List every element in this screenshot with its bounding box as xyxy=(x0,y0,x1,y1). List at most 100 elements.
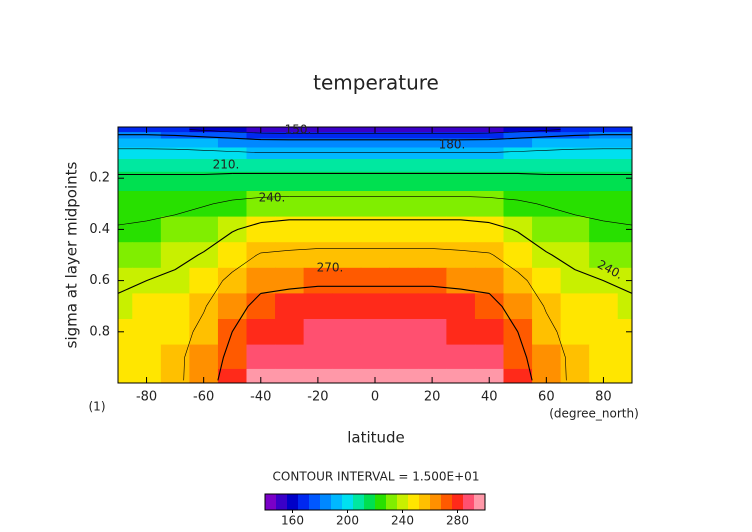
cell xyxy=(303,267,333,294)
cell xyxy=(417,242,447,269)
cell xyxy=(303,216,333,243)
cell xyxy=(360,344,390,370)
cell xyxy=(617,132,632,140)
cell xyxy=(417,132,447,140)
colorbar-box xyxy=(386,494,397,510)
cell xyxy=(360,147,390,160)
cell xyxy=(246,132,276,140)
cell xyxy=(360,242,390,269)
cell xyxy=(132,293,162,320)
colorbar-box xyxy=(474,494,485,510)
contour-interval: CONTOUR INTERVAL = 1.500E+01 xyxy=(273,470,480,484)
cell xyxy=(617,147,632,160)
cell xyxy=(275,293,305,320)
cell xyxy=(474,267,505,294)
cell xyxy=(503,147,533,160)
colorbar-box xyxy=(276,494,287,510)
cell xyxy=(389,368,419,383)
cell xyxy=(132,132,162,140)
cell xyxy=(189,267,219,294)
cell xyxy=(332,216,362,243)
cell xyxy=(360,191,390,218)
contour-line xyxy=(118,148,632,153)
contour-line xyxy=(183,248,567,381)
colorbar-tick-label: 200 xyxy=(336,514,359,528)
cell xyxy=(474,132,505,140)
cell xyxy=(503,267,533,294)
cell xyxy=(160,147,190,160)
cell xyxy=(332,171,362,192)
cell xyxy=(246,344,276,370)
cell xyxy=(189,216,219,243)
cell xyxy=(389,216,419,243)
cell xyxy=(118,191,133,218)
cell xyxy=(360,159,390,173)
field xyxy=(118,127,632,383)
cell xyxy=(446,191,476,218)
cell xyxy=(160,216,190,243)
colorbar-box xyxy=(353,494,364,510)
colorbar-box xyxy=(342,494,353,510)
cell xyxy=(246,147,276,160)
cell xyxy=(332,242,362,269)
cell xyxy=(160,138,190,149)
cell xyxy=(303,344,333,370)
cell xyxy=(246,293,276,320)
cell xyxy=(246,216,276,243)
cell xyxy=(589,368,619,383)
cell xyxy=(389,171,419,192)
cell xyxy=(617,242,632,269)
cell xyxy=(474,147,505,160)
chart-title: temperature xyxy=(313,71,439,95)
cell xyxy=(532,147,562,160)
x-tick-label: 80 xyxy=(595,390,612,405)
contour-label: 180. xyxy=(439,138,466,152)
cell xyxy=(189,171,219,192)
cell xyxy=(389,147,419,160)
x-tick-label: -40 xyxy=(250,390,271,405)
cell xyxy=(217,191,248,218)
y-tick-label: 0.2 xyxy=(89,171,110,186)
colorbar-tick-label: 160 xyxy=(281,514,304,528)
cell xyxy=(118,159,133,173)
cell xyxy=(446,368,476,383)
cell xyxy=(189,344,219,370)
cell xyxy=(503,132,533,140)
cell xyxy=(389,267,419,294)
cell xyxy=(360,319,390,346)
colorbar-box xyxy=(441,494,452,510)
cell xyxy=(417,216,447,243)
cell xyxy=(360,293,390,320)
contour-line xyxy=(189,129,561,134)
cell xyxy=(474,191,505,218)
x-tick-label: 60 xyxy=(538,390,555,405)
cell xyxy=(417,191,447,218)
cell xyxy=(332,293,362,320)
cell xyxy=(617,293,632,320)
cell xyxy=(446,138,476,149)
x-tick-label: 0 xyxy=(371,390,379,405)
cell xyxy=(246,171,276,192)
cell xyxy=(532,159,562,173)
cell xyxy=(246,319,276,346)
cell xyxy=(360,368,390,383)
cell xyxy=(360,216,390,243)
cell xyxy=(275,159,305,173)
cell xyxy=(160,267,190,294)
y-axis-label: sigma at layer midpoints xyxy=(63,161,81,348)
cell xyxy=(332,127,362,133)
cell xyxy=(474,368,505,383)
cell xyxy=(303,132,333,140)
contour-line xyxy=(118,196,632,226)
cell xyxy=(275,127,305,133)
cell xyxy=(160,293,190,320)
x-axis-label: latitude xyxy=(347,429,405,447)
cell xyxy=(189,242,219,269)
colorbar-box xyxy=(408,494,419,510)
cell xyxy=(446,293,476,320)
cell xyxy=(332,319,362,346)
cell xyxy=(417,293,447,320)
cell xyxy=(360,267,390,294)
cell xyxy=(275,147,305,160)
cell xyxy=(389,159,419,173)
